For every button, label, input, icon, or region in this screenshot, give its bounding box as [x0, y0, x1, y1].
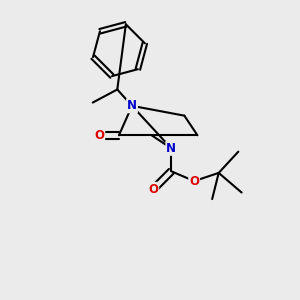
Text: N: N	[127, 99, 137, 112]
Text: O: O	[189, 175, 199, 188]
Text: O: O	[148, 183, 158, 196]
Text: N: N	[166, 142, 176, 155]
Text: O: O	[94, 129, 104, 142]
